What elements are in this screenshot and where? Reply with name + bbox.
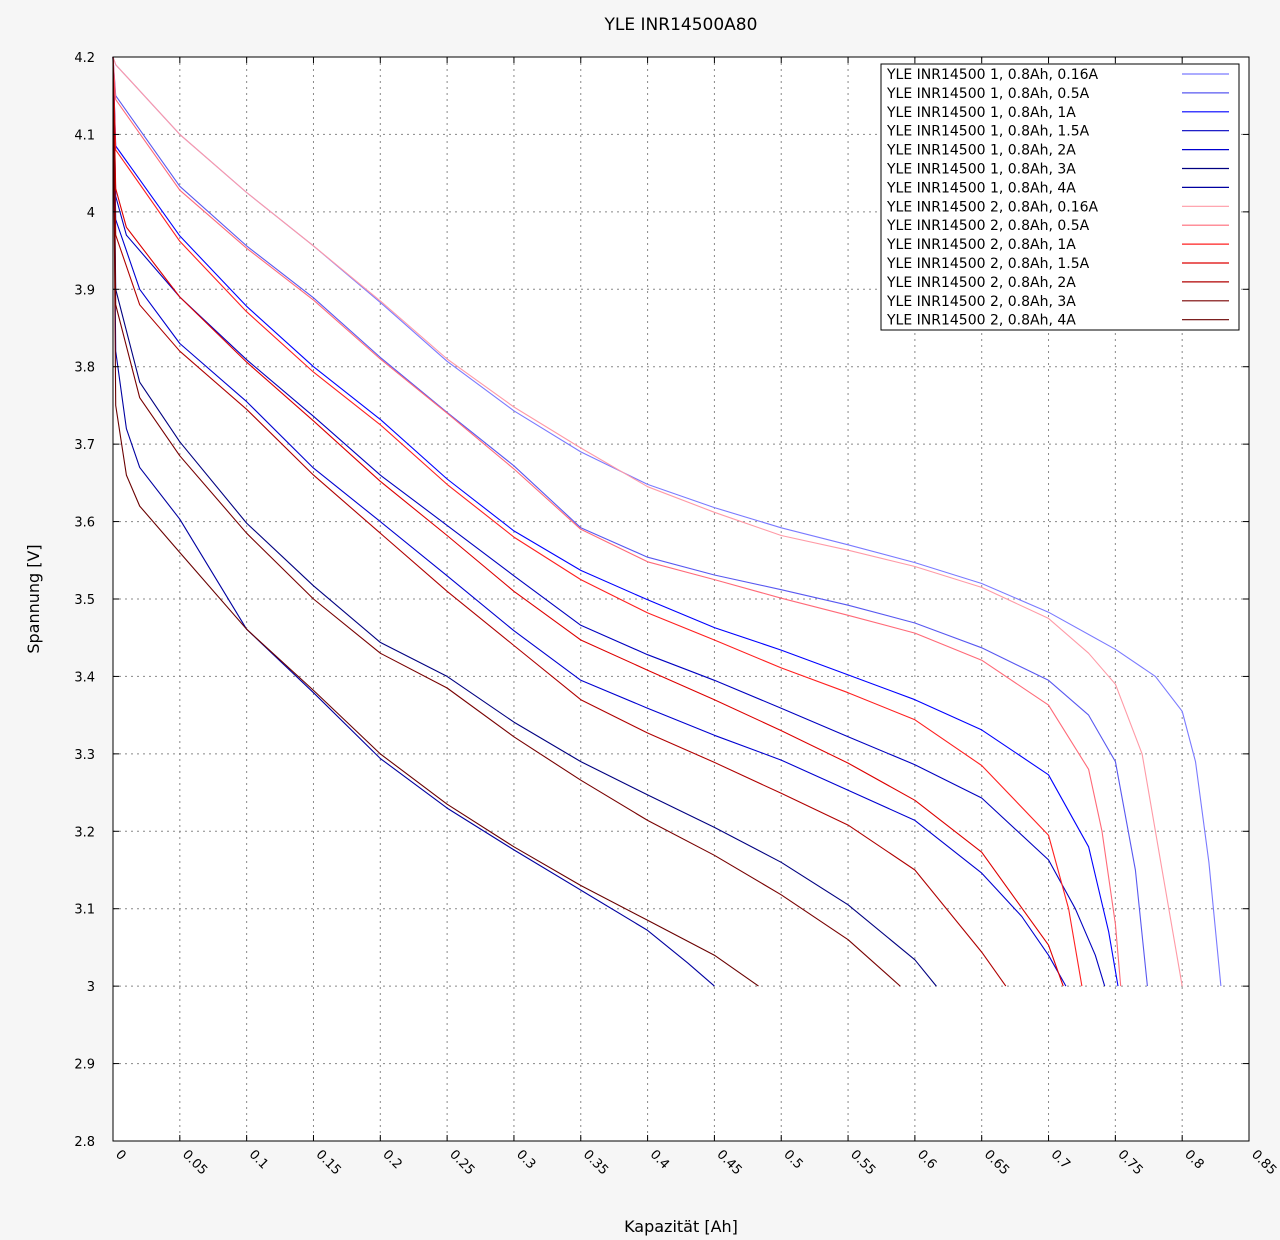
x-tick-label: 0 xyxy=(112,1147,128,1163)
y-tick-label: 3.8 xyxy=(74,361,95,376)
y-tick-label: 3.2 xyxy=(74,825,95,840)
x-axis-label: Kapazität [Ah] xyxy=(624,1217,738,1236)
x-tick-label: 0.85 xyxy=(1248,1147,1279,1178)
legend-label: YLE INR14500 1, 0.8Ah, 1A xyxy=(886,105,1076,121)
y-tick-label: 3.4 xyxy=(74,670,95,685)
series-line-6 xyxy=(112,56,937,987)
x-tick-label: 0.15 xyxy=(313,1147,344,1178)
y-tick-label: 2.8 xyxy=(74,1135,95,1150)
series-lines xyxy=(112,56,1222,987)
x-tick-label: 0.8 xyxy=(1181,1147,1206,1172)
series-line-10 xyxy=(112,56,1083,987)
x-tick-label: 0.4 xyxy=(647,1147,672,1172)
x-tick-label: 0.65 xyxy=(981,1147,1012,1178)
series-line-12 xyxy=(112,56,1007,987)
legend-label: YLE INR14500 1, 0.8Ah, 4A xyxy=(886,180,1076,196)
x-tick-label: 0.05 xyxy=(179,1147,210,1178)
series-line-7 xyxy=(112,56,715,987)
legend-label: YLE INR14500 1, 0.8Ah, 1.5A xyxy=(886,124,1090,140)
legend-label: YLE INR14500 2, 0.8Ah, 2A xyxy=(886,275,1076,291)
x-tick-label: 0.7 xyxy=(1048,1147,1073,1172)
series-line-13 xyxy=(112,56,901,987)
y-tick-label: 3.7 xyxy=(74,438,95,453)
series-line-5 xyxy=(112,56,1067,987)
x-tick-label: 0.45 xyxy=(714,1147,745,1178)
x-tick-label: 0.35 xyxy=(580,1147,611,1178)
y-tick-label: 3.5 xyxy=(74,593,95,608)
legend-label: YLE INR14500 2, 0.8Ah, 1.5A xyxy=(886,256,1090,272)
legend-label: YLE INR14500 2, 0.8Ah, 1A xyxy=(886,237,1076,253)
y-tick-label: 4.2 xyxy=(74,51,95,66)
series-line-9 xyxy=(112,56,1122,987)
x-tick-label: 0.55 xyxy=(847,1147,878,1178)
x-tick-label: 0.5 xyxy=(780,1147,805,1172)
chart-title: YLE INR14500A80 xyxy=(604,15,758,35)
series-line-2 xyxy=(112,56,1148,987)
y-tick-label: 3.9 xyxy=(74,283,95,298)
legend-label: YLE INR14500 1, 0.8Ah, 2A xyxy=(886,143,1076,159)
series-line-11 xyxy=(112,56,1064,987)
y-tick-label: 3 xyxy=(87,980,95,995)
legend-label: YLE INR14500 2, 0.8Ah, 4A xyxy=(886,313,1076,329)
x-tick-label: 0.75 xyxy=(1115,1147,1146,1178)
x-tick-label: 0.6 xyxy=(914,1147,939,1172)
y-axis-ticks: 2.8 2.9 3 3.1 3.2 3.3 3.4 3.5 3.6 3.7 3.8 3.9 4 4.1 4.… xyxy=(74,51,1249,1150)
x-tick-label: 0.2 xyxy=(379,1147,404,1172)
legend-label: YLE INR14500 2, 0.8Ah, 3A xyxy=(886,294,1076,310)
legend-box xyxy=(880,63,1240,331)
y-tick-label: 4 xyxy=(87,206,95,221)
series-line-3 xyxy=(112,56,1119,987)
x-tick-label: 0.3 xyxy=(513,1147,538,1172)
x-tick-label: 0.25 xyxy=(446,1147,477,1178)
legend-label: YLE INR14500 1, 0.8Ah, 0.5A xyxy=(886,86,1090,102)
series-line-8 xyxy=(112,56,1183,987)
y-tick-label: 4.1 xyxy=(74,128,95,143)
legend-label: YLE INR14500 2, 0.8Ah, 0.5A xyxy=(886,218,1090,234)
y-tick-label: 3.1 xyxy=(74,903,95,918)
legend-label: YLE INR14500 2, 0.8Ah, 0.16A xyxy=(886,199,1099,215)
y-tick-label: 3.3 xyxy=(74,748,95,763)
legend: YLE INR14500 1, 0.8Ah, 0.16A YLE INR14500… xyxy=(880,63,1240,331)
legend-label: YLE INR14500 1, 0.8Ah, 3A xyxy=(886,162,1076,178)
x-tick-label: 0.1 xyxy=(246,1147,271,1172)
legend-label: YLE INR14500 1, 0.8Ah, 0.16A xyxy=(886,67,1099,83)
y-tick-label: 2.9 xyxy=(74,1058,95,1073)
series-line-14 xyxy=(112,56,759,987)
y-tick-label: 3.6 xyxy=(74,516,95,531)
y-axis-label: Spannung [V] xyxy=(24,544,43,653)
